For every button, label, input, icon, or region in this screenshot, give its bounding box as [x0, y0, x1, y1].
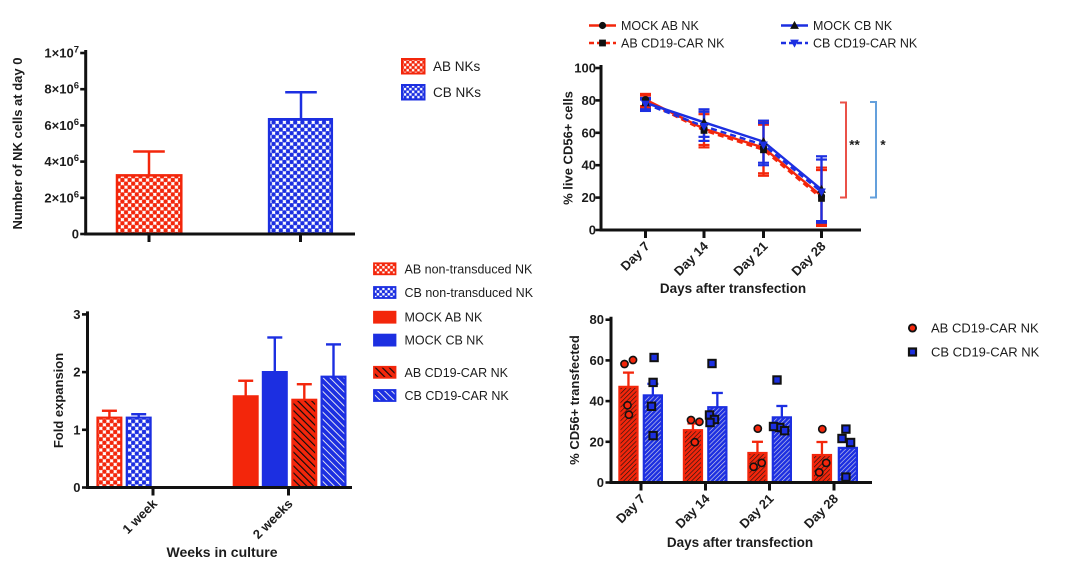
svg-text:AB CD19-CAR NK: AB CD19-CAR NK — [621, 37, 725, 51]
svg-text:4×106: 4×106 — [44, 153, 79, 169]
svg-text:20: 20 — [582, 190, 596, 205]
svg-text:0: 0 — [73, 480, 80, 495]
svg-text:CB CD19-CAR NK: CB CD19-CAR NK — [813, 37, 918, 51]
svg-text:AB NKs: AB NKs — [433, 59, 481, 74]
svg-text:MOCK CB NK: MOCK CB NK — [405, 334, 485, 348]
svg-text:1: 1 — [73, 422, 80, 437]
svg-text:Number of NK cells at day 0: Number of NK cells at day 0 — [10, 58, 25, 230]
svg-text:AB CD19-CAR NK: AB CD19-CAR NK — [931, 321, 1039, 336]
svg-text:40: 40 — [590, 394, 604, 409]
svg-text:20: 20 — [590, 434, 604, 449]
svg-text:2×106: 2×106 — [44, 189, 79, 205]
svg-text:MOCK AB NK: MOCK AB NK — [405, 311, 483, 325]
svg-text:100: 100 — [574, 61, 596, 76]
svg-text:CB NKs: CB NKs — [433, 85, 481, 100]
svg-text:0: 0 — [589, 223, 596, 238]
svg-text:60: 60 — [582, 125, 596, 140]
svg-text:0: 0 — [72, 227, 79, 242]
svg-text:3: 3 — [73, 307, 80, 322]
svg-text:CB non-transduced NK: CB non-transduced NK — [405, 286, 534, 300]
svg-text:1×107: 1×107 — [44, 45, 79, 61]
svg-text:AB non-transduced NK: AB non-transduced NK — [405, 262, 534, 276]
svg-text:2: 2 — [73, 365, 80, 380]
svg-text:% CD56+ transfected: % CD56+ transfected — [567, 335, 582, 465]
svg-text:% live CD56+ cells: % live CD56+ cells — [561, 91, 576, 205]
svg-text:*: * — [880, 138, 886, 153]
svg-text:Weeks in culture: Weeks in culture — [166, 544, 277, 560]
svg-text:6×106: 6×106 — [44, 117, 79, 133]
svg-text:AB CD19-CAR NK: AB CD19-CAR NK — [405, 366, 509, 380]
svg-text:CB CD19-CAR NK: CB CD19-CAR NK — [405, 389, 510, 403]
svg-text:0: 0 — [597, 475, 604, 490]
svg-text:40: 40 — [582, 158, 596, 173]
svg-text:CB CD19-CAR NK: CB CD19-CAR NK — [931, 345, 1040, 360]
svg-text:Days after transfection: Days after transfection — [660, 281, 806, 296]
svg-text:Fold expansion: Fold expansion — [51, 353, 66, 448]
svg-text:80: 80 — [582, 93, 596, 108]
svg-text:Days after transfection: Days after transfection — [667, 535, 813, 550]
svg-text:MOCK CB NK: MOCK CB NK — [813, 19, 893, 33]
svg-text:**: ** — [849, 138, 860, 153]
svg-text:8×106: 8×106 — [44, 81, 79, 97]
svg-text:MOCK AB NK: MOCK AB NK — [621, 19, 699, 33]
svg-text:80: 80 — [590, 312, 604, 327]
svg-text:60: 60 — [590, 353, 604, 368]
